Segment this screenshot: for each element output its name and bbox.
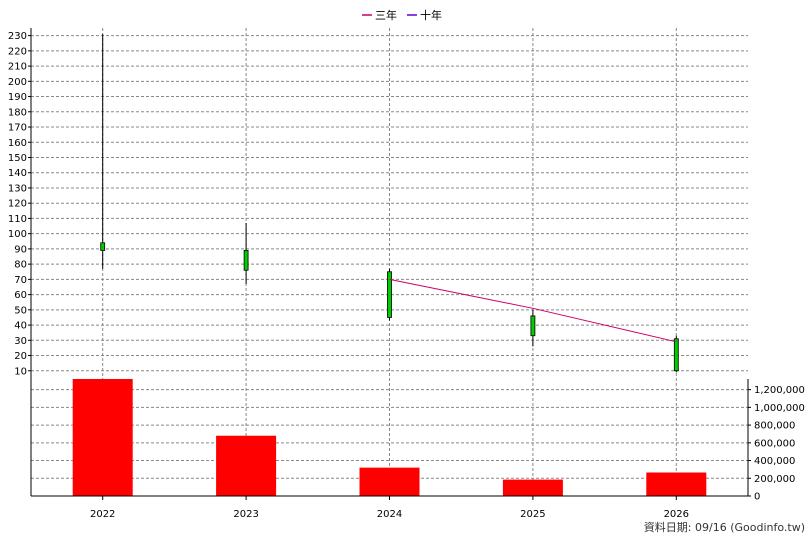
price-tick-label: 200 bbox=[8, 77, 27, 88]
price-tick-label: 120 bbox=[8, 199, 27, 210]
trend-lines bbox=[389, 278, 677, 343]
candle-body bbox=[243, 250, 249, 271]
price-tick-label: 230 bbox=[8, 31, 27, 42]
volume-tick-label: 0 bbox=[754, 492, 760, 503]
volume-bar bbox=[502, 479, 563, 496]
axes: 10 20 30 40 50 60 70 80 90 100 110 120 130 140 150 160 1… bbox=[8, 28, 805, 520]
price-candles bbox=[100, 34, 679, 373]
price-tick-label: 190 bbox=[8, 92, 27, 103]
source-note: 資料日期: 09/16 (Goodinfo.tw) bbox=[644, 520, 805, 534]
x-tick-label: 2025 bbox=[520, 509, 545, 520]
volume-bar bbox=[646, 472, 707, 496]
grid bbox=[31, 28, 748, 496]
volume-tick-label: 1,000,000 bbox=[754, 403, 805, 414]
price-tick-label: 40 bbox=[14, 321, 27, 332]
candle-body bbox=[530, 315, 536, 337]
candle-body bbox=[100, 242, 106, 251]
price-tick-label: 70 bbox=[14, 275, 27, 286]
legend-label-three-year: 三年 bbox=[375, 8, 397, 22]
price-tick-label: 130 bbox=[8, 183, 27, 194]
volume-tick-label: 600,000 bbox=[754, 438, 795, 449]
volume-tick-label: 800,000 bbox=[754, 421, 795, 432]
price-tick-label: 80 bbox=[14, 260, 27, 271]
legend: 三年 十年 bbox=[362, 8, 442, 22]
volume-tick-label: 400,000 bbox=[754, 456, 795, 467]
price-tick-label: 10 bbox=[14, 366, 27, 377]
x-tick-label: 2023 bbox=[233, 509, 258, 520]
volume-bars bbox=[72, 379, 707, 496]
candle-body bbox=[387, 271, 392, 318]
trend-line bbox=[389, 278, 677, 343]
volume-bar bbox=[359, 467, 420, 496]
price-tick-label: 90 bbox=[14, 244, 27, 255]
price-tick-label: 210 bbox=[8, 62, 27, 73]
price-tick-label: 100 bbox=[8, 229, 27, 240]
price-tick-label: 20 bbox=[14, 351, 27, 362]
x-tick-label: 2022 bbox=[90, 509, 115, 520]
price-tick-label: 180 bbox=[8, 107, 27, 118]
price-tick-label: 30 bbox=[14, 336, 27, 347]
legend-label-ten-year: 十年 bbox=[420, 8, 442, 22]
volume-tick-label: 200,000 bbox=[754, 474, 795, 485]
price-tick-label: 170 bbox=[8, 123, 27, 134]
x-tick-label: 2024 bbox=[377, 509, 402, 520]
price-tick-label: 220 bbox=[8, 46, 27, 57]
price-tick-label: 140 bbox=[8, 168, 27, 179]
price-tick-label: 110 bbox=[8, 214, 27, 225]
price-tick-label: 60 bbox=[14, 290, 27, 301]
price-tick-label: 150 bbox=[8, 153, 27, 164]
candle-body bbox=[673, 338, 679, 372]
volume-bar bbox=[72, 379, 133, 496]
x-tick-label: 2026 bbox=[664, 509, 689, 520]
price-tick-label: 160 bbox=[8, 138, 27, 149]
price-tick-label: 50 bbox=[14, 305, 27, 316]
volume-tick-label: 1,200,000 bbox=[754, 385, 805, 396]
volume-bar bbox=[216, 435, 277, 496]
